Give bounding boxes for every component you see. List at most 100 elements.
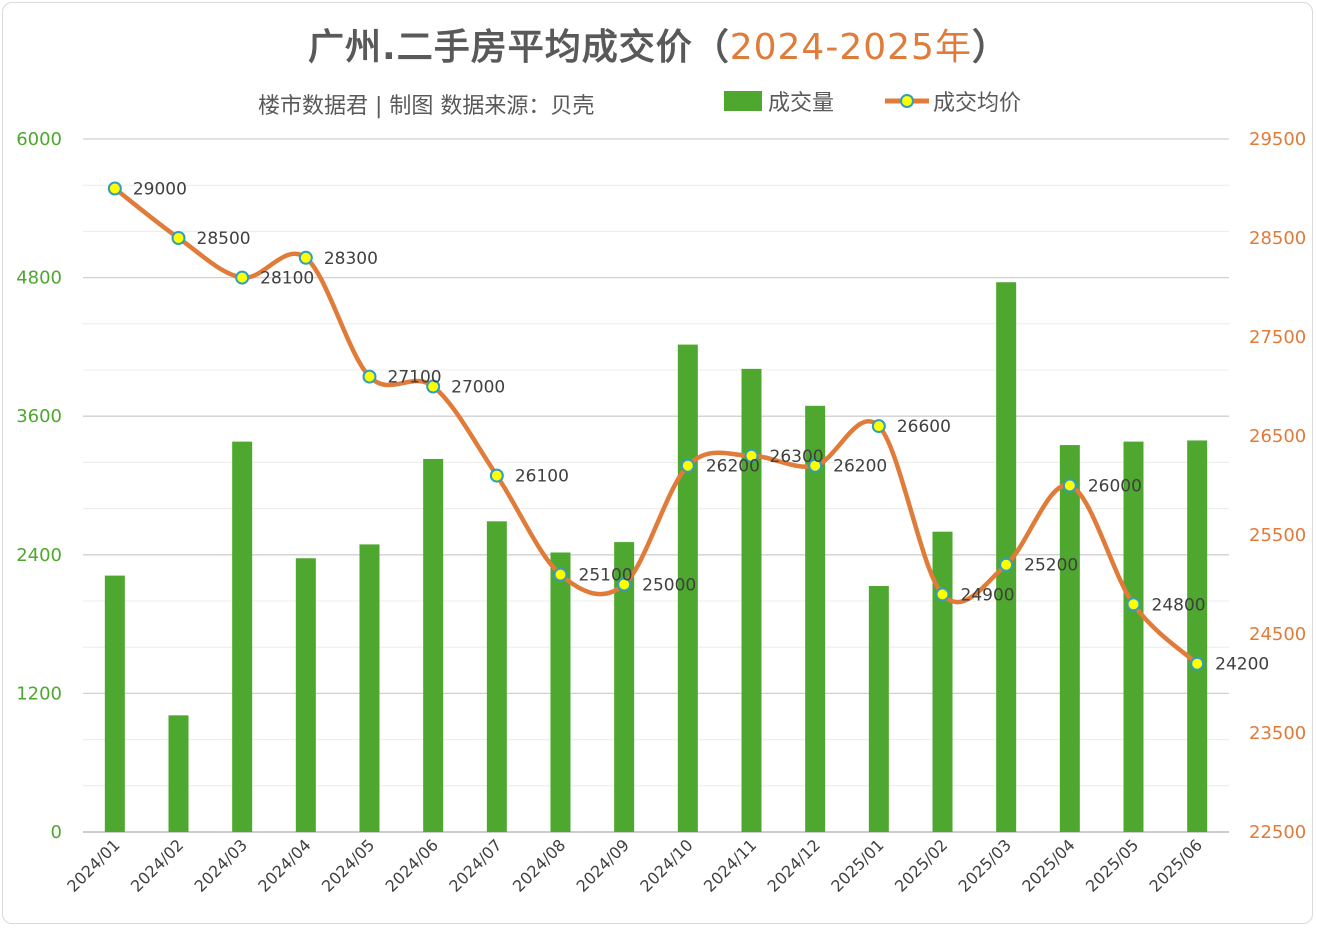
x-tick-label: 2025/04 xyxy=(1018,835,1078,895)
price-marker-2025/05 xyxy=(1126,597,1141,612)
x-tick-label: 2024/02 xyxy=(127,835,187,895)
price-label-2024/05: 27100 xyxy=(388,368,442,388)
x-tick-label: 2024/05 xyxy=(318,835,378,895)
right-tick-label: 22500 xyxy=(1249,822,1306,843)
bar-2024/07 xyxy=(486,521,507,832)
price-marker-2024/09 xyxy=(617,577,632,592)
x-tick-label: 2024/08 xyxy=(509,835,569,895)
line-markers xyxy=(107,181,1205,671)
price-label-2025/01: 26600 xyxy=(897,417,951,437)
x-tick-label: 2024/09 xyxy=(573,835,633,895)
bar-2024/05 xyxy=(359,544,380,832)
price-marker-2024/05 xyxy=(362,369,377,384)
price-label-2025/06: 24200 xyxy=(1215,655,1269,675)
price-label-2024/04: 28300 xyxy=(324,249,378,269)
x-tick-label: 2024/11 xyxy=(700,835,760,895)
chart-subtitle: 楼市数据君 | 制图 数据来源：贝壳 xyxy=(258,94,595,119)
data-labels: 29000 28500 28100 28300 27100 27000 26100 25100… xyxy=(133,180,1269,675)
right-tick-label: 28500 xyxy=(1249,228,1306,249)
legend-volume-label: 成交量 xyxy=(768,91,835,116)
bar-2024/01 xyxy=(104,575,125,832)
grid-lines xyxy=(83,138,1229,833)
price-marker-2025/02 xyxy=(935,587,950,602)
price-marker-2025/06 xyxy=(1190,656,1205,671)
x-tick-label: 2024/03 xyxy=(191,835,251,895)
price-marker-2024/04 xyxy=(298,250,313,265)
price-label-2024/10: 26200 xyxy=(706,457,760,477)
x-tick-label: 2025/01 xyxy=(827,835,887,895)
bar-2025/05 xyxy=(1123,441,1144,832)
bar-2025/04 xyxy=(1059,445,1080,832)
right-tick-label: 25500 xyxy=(1249,525,1306,546)
bar-2024/04 xyxy=(295,558,316,832)
x-axis: 2024/01 2024/02 2024/03 2024/04 2024/05 2024/… xyxy=(63,835,1206,895)
price-marker-2024/11 xyxy=(744,448,759,463)
price-marker-2024/02 xyxy=(171,231,186,245)
price-marker-2025/04 xyxy=(1062,478,1077,493)
bar-2024/03 xyxy=(232,441,253,832)
price-label-2024/02: 28500 xyxy=(197,229,251,249)
left-tick-label: 3600 xyxy=(16,406,62,427)
left-tick-label: 6000 xyxy=(16,129,62,150)
right-tick-label: 29500 xyxy=(1249,129,1306,150)
price-label-2024/11: 26300 xyxy=(770,447,824,467)
legend-line-swatch xyxy=(885,94,929,108)
bar-2024/11 xyxy=(741,368,762,832)
legend-item-volume: 成交量 xyxy=(724,86,834,116)
bar-2024/12 xyxy=(805,405,826,832)
x-tick-label: 2024/04 xyxy=(254,835,314,895)
title-main-text: 广州.二手房平均成交价（ xyxy=(308,27,730,68)
price-label-2024/03: 28100 xyxy=(260,269,314,289)
price-marker-2024/01 xyxy=(107,181,122,196)
price-marker-2024/03 xyxy=(235,270,250,285)
x-tick-label: 2025/05 xyxy=(1082,835,1142,895)
bar-2025/03 xyxy=(996,282,1017,833)
bar-2025/02 xyxy=(932,531,953,832)
price-label-2024/12: 26200 xyxy=(833,457,887,477)
price-marker-2024/06 xyxy=(426,379,441,394)
left-tick-label: 2400 xyxy=(16,545,62,566)
price-marker-2024/10 xyxy=(680,458,695,473)
x-tick-label: 2024/07 xyxy=(445,835,505,895)
price-marker-2024/12 xyxy=(808,458,823,473)
price-label-2025/05: 24800 xyxy=(1152,595,1206,615)
price-label-2024/01: 29000 xyxy=(133,180,187,200)
bar-2024/06 xyxy=(423,458,444,832)
right-tick-label: 26500 xyxy=(1249,426,1306,447)
x-tick-label: 2024/06 xyxy=(382,835,442,895)
x-tick-label: 2025/06 xyxy=(1146,835,1206,895)
price-label-2025/03: 25200 xyxy=(1024,556,1078,576)
right-tick-label: 23500 xyxy=(1249,723,1306,744)
price-label-2025/04: 26000 xyxy=(1088,477,1142,497)
x-tick-label: 2025/02 xyxy=(891,835,951,895)
price-marker-2024/07 xyxy=(489,468,504,483)
y-axis-left: 0 1200 2400 3600 4800 6000 xyxy=(16,129,62,843)
right-tick-label: 24500 xyxy=(1249,624,1306,645)
title-end-text: ） xyxy=(971,27,1009,68)
y-axis-right: 22500 23500 24500 25500 26500 27500 28500 29500 xyxy=(1249,129,1306,843)
x-tick-label: 2024/12 xyxy=(764,835,824,895)
price-marker-2024/08 xyxy=(553,567,568,582)
bar-2025/06 xyxy=(1187,440,1208,832)
legend-item-price: 成交均价 xyxy=(885,86,1021,116)
bar-2024/09 xyxy=(614,542,635,832)
bar-2025/01 xyxy=(868,585,889,832)
price-label-2024/08: 25100 xyxy=(579,566,633,586)
x-tick-label: 2024/01 xyxy=(63,835,123,895)
chart-title: 广州.二手房平均成交价（2024-2025年） xyxy=(0,18,1317,70)
x-tick-label: 2025/03 xyxy=(955,835,1015,895)
bar-2024/08 xyxy=(550,552,571,832)
price-label-2024/07: 26100 xyxy=(515,467,569,487)
bar-series-volume xyxy=(104,282,1208,833)
price-marker-2025/01 xyxy=(871,419,886,434)
price-label-2024/06: 27000 xyxy=(451,378,505,398)
price-marker-2025/03 xyxy=(999,557,1014,572)
legend-bar-swatch xyxy=(724,91,762,111)
left-tick-label: 0 xyxy=(51,822,62,843)
price-label-2024/09: 25000 xyxy=(642,576,696,596)
left-tick-label: 4800 xyxy=(16,268,62,289)
price-label-2025/02: 24900 xyxy=(961,585,1015,605)
legend-price-label: 成交均价 xyxy=(933,91,1022,116)
